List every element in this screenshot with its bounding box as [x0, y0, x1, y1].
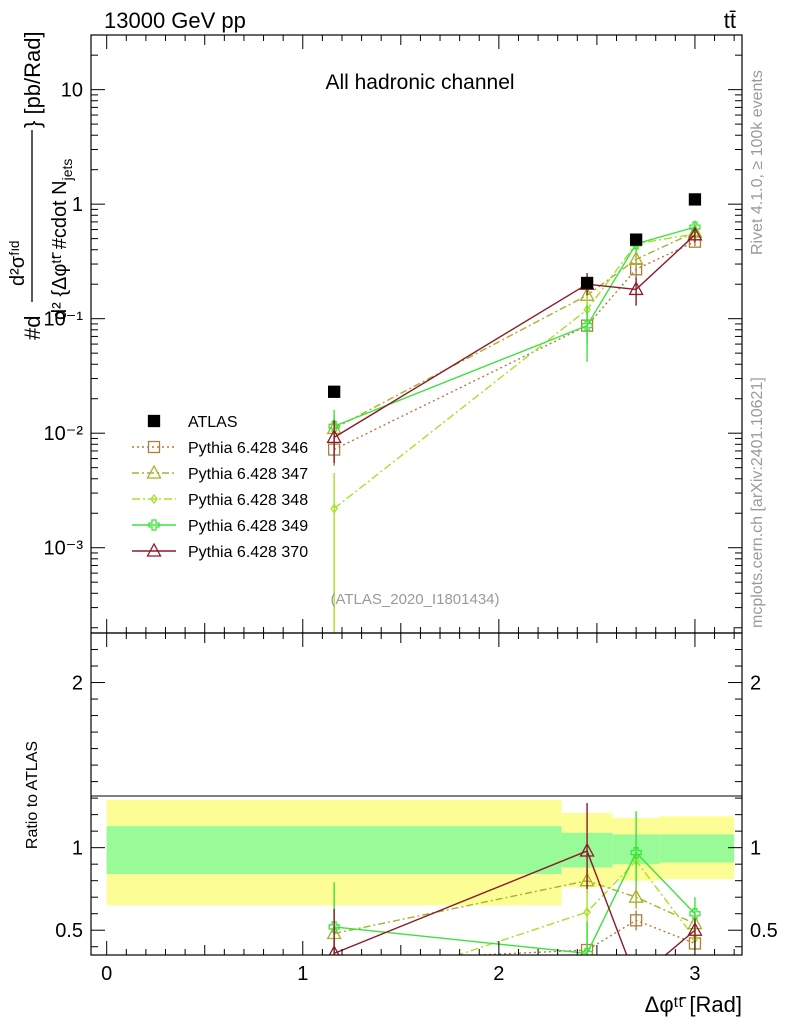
legend-marker — [148, 519, 160, 531]
ratio-panel: 0.5 0.5 1 1 2 2 0 1 2 3 Ratio to ATLAS Δφᵗᵗ̄ [Rad… — [24, 632, 778, 1017]
legend-label: Pythia 6.428 370 — [188, 544, 308, 561]
data-point — [628, 281, 644, 296]
y-tick-label: 10⁻¹ — [44, 309, 84, 331]
ratio-point — [581, 947, 593, 955]
ratio-y-tick-label: 2 — [72, 673, 83, 695]
ratio-point — [628, 888, 644, 903]
svg-text:d² {Δφᵗᵗ̄ #cdot Njets: d² {Δφᵗᵗ̄ #cdot Njets — [49, 159, 75, 320]
y-tick-label: 10⁻² — [44, 423, 84, 445]
legend-label: ATLAS — [188, 414, 238, 431]
ratio-uncertainty-bands — [106, 799, 735, 906]
data-point — [330, 503, 338, 514]
ratio-y-tick-label-right: 1 — [750, 838, 761, 860]
ratio-line — [333, 850, 696, 955]
ratio-point — [629, 914, 643, 927]
legend: ATLAS Pythia 6.428 346 Pythia 6.428 347 Pyt… — [132, 414, 308, 561]
atlas-point — [688, 193, 702, 206]
legend-marker — [147, 440, 161, 454]
energy-label: 13000 GeV pp — [104, 8, 246, 33]
series-line — [333, 241, 696, 451]
legend-label: Pythia 6.428 349 — [188, 518, 308, 535]
series-line — [333, 233, 696, 510]
series-pythia-6-428-348 — [330, 227, 699, 633]
legend-label: Pythia 6.428 346 — [188, 440, 308, 457]
legend-marker — [146, 542, 162, 557]
ratio-line — [334, 851, 696, 955]
legend-marker — [150, 493, 158, 505]
series-pythia-6-428-370 — [326, 226, 703, 463]
atlas-point — [580, 276, 594, 290]
series-line — [333, 231, 696, 430]
legend-entry: Pythia 6.428 370 — [132, 542, 308, 561]
series-line — [333, 226, 696, 427]
legend-entry: Pythia 6.428 348 — [132, 492, 308, 509]
ratio-y-tick-label: 0.5 — [55, 920, 83, 942]
series-line — [333, 234, 696, 438]
x-tick-label: 3 — [689, 963, 700, 985]
svg-text:d²σᶠᶦᵈ: d²σᶠᶦᵈ — [7, 241, 29, 286]
data-point — [581, 319, 593, 332]
legend-marker — [146, 464, 162, 479]
atlas-data-layer — [327, 193, 702, 398]
y-tick-label: 10⁻³ — [44, 538, 84, 560]
data-point — [326, 428, 342, 443]
mcplots-label: mcplots.cern.ch [arXiv:2401.10621] — [749, 377, 766, 628]
atlas-point — [629, 233, 643, 246]
ratio-line — [463, 919, 696, 955]
series-pythia-6-428-349 — [328, 220, 701, 445]
ratio-point — [579, 842, 595, 857]
x-tick-label: 1 — [297, 963, 308, 985]
y-tick-label: 10 — [61, 80, 83, 102]
ratio-point — [328, 944, 340, 955]
atlas-point — [327, 385, 341, 398]
svg-text:} [pb/Rad]: } [pb/Rad] — [20, 31, 45, 128]
x-tick-label: 2 — [493, 963, 504, 985]
data-point — [328, 420, 340, 432]
ratio-pythia-6-428-349 — [328, 811, 701, 955]
ratio-y-label: Ratio to ATLAS — [24, 741, 41, 849]
ratio-pythia-6-428-370 — [328, 803, 703, 955]
rivet-label: Rivet 4.1.0, ≥ 100k events — [749, 70, 766, 255]
legend-entry: Pythia 6.428 346 — [132, 440, 308, 457]
ratio-point — [630, 846, 642, 859]
ratio-y-tick-label: 1 — [72, 838, 83, 860]
main-panel: 10 1 10⁻¹ 10⁻² 10⁻³ All hadronic channel (AT… — [44, 34, 743, 634]
ratio-point — [687, 921, 703, 936]
ratio-frame — [90, 632, 743, 956]
ratio-point — [583, 906, 591, 918]
data-point — [628, 250, 644, 265]
series-pythia-6-428-346 — [327, 235, 702, 466]
y-tick-label: 1 — [72, 194, 83, 216]
ratio-point — [689, 908, 701, 920]
ratio-axis-ticks: 0.5 0.5 1 1 2 2 0 1 2 3 — [55, 633, 778, 985]
ratio-y-tick-label-right: 0.5 — [750, 920, 778, 942]
legend-entry: ATLAS — [147, 414, 238, 431]
main-series-layer — [326, 220, 703, 633]
process-label: tt̄ — [724, 8, 736, 33]
main-y-label: #d d²σᶠᶦᵈ d² {Δφᵗᵗ̄ #cdot Njets } [pb/Ra… — [7, 31, 75, 340]
legend-label: Pythia 6.428 347 — [188, 466, 308, 483]
ratio-point — [328, 921, 340, 933]
x-tick-label: 0 — [101, 963, 112, 985]
ratio-line — [455, 859, 696, 955]
stat-uncertainty-band — [659, 834, 735, 863]
stat-uncertainty-band — [106, 826, 562, 875]
main-axis-ticks: 10 1 10⁻¹ 10⁻² 10⁻³ — [44, 34, 742, 633]
legend-label: Pythia 6.428 348 — [188, 492, 308, 509]
ratio-y-tick-label-right: 2 — [750, 673, 761, 695]
legend-entry: Pythia 6.428 349 — [132, 518, 308, 535]
ratio-x-label: Δφᵗᵗ̄ [Rad] — [645, 992, 742, 1017]
legend-marker — [147, 414, 161, 428]
legend-entry: Pythia 6.428 347 — [132, 464, 308, 483]
chart-title: All hadronic channel — [325, 71, 514, 94]
series-pythia-6-428-347 — [326, 223, 703, 445]
data-point — [687, 226, 703, 241]
analysis-tag: (ATLAS_2020_I1801434) — [330, 591, 499, 608]
svg-text:#d: #d — [20, 316, 45, 340]
